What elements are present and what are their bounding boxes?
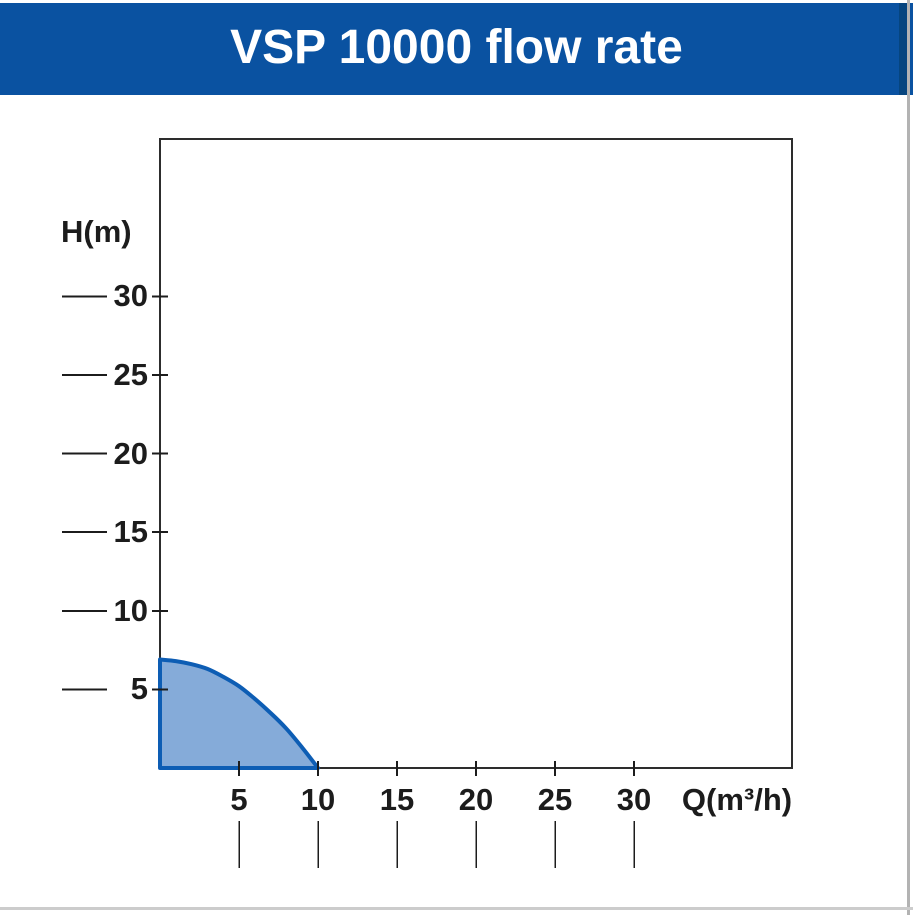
flow-rate-chart: H(m) Q(m³/h) 5 10 15 20 25 30 5 10 15 20 25 30 [0, 95, 913, 915]
x-tick-label: 30 [616, 782, 652, 817]
chart-title: VSP 10000 flow rate [230, 20, 683, 74]
x-tick-label: 15 [379, 782, 415, 817]
x-axis-title: Q(m³/h) [681, 782, 793, 817]
y-tick-label: 25 [113, 356, 148, 392]
x-tick-label: 25 [537, 782, 573, 817]
title-banner: VSP 10000 flow rate [0, 3, 913, 95]
y-tick-label: 20 [113, 435, 148, 471]
banner-right-stripe [899, 3, 910, 95]
x-tick-label: 10 [300, 782, 336, 817]
y-axis-title: H(m) [61, 214, 132, 249]
y-tick-label: 5 [130, 671, 148, 707]
x-tick-label: 5 [230, 782, 248, 817]
y-tick-label: 10 [113, 592, 148, 628]
page-right-edge-line [907, 0, 910, 915]
y-tick-label: 15 [113, 514, 148, 550]
x-tick-label: 20 [458, 782, 494, 817]
y-tick-label: 30 [113, 278, 148, 314]
page-bottom-edge-line [0, 907, 913, 910]
